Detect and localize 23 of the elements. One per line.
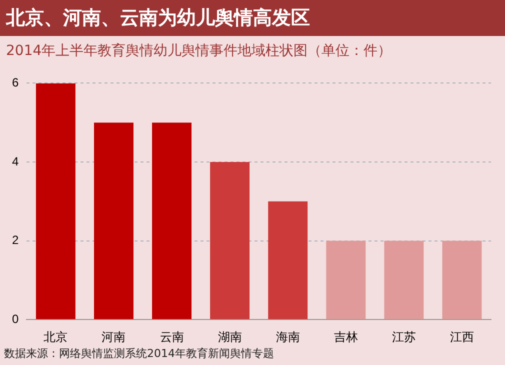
bar (384, 240, 424, 320)
bar (94, 122, 134, 320)
x-tick-label: 江苏 (392, 330, 416, 344)
bar (442, 240, 482, 320)
y-tick-label: 0 (12, 312, 19, 326)
bar (36, 83, 76, 320)
x-tick-label: 湖南 (218, 330, 242, 344)
chart-title: 北京、河南、云南为幼儿舆情高发区 (0, 0, 505, 36)
source-note: 数据来源：网络舆情监测系统2014年教育新闻舆情专题 (3, 346, 274, 361)
x-tick-label: 江西 (450, 330, 474, 344)
y-tick-label: 4 (12, 154, 19, 168)
y-tick-label: 2 (12, 233, 19, 248)
bar (152, 122, 192, 320)
x-tick-label: 海南 (276, 330, 300, 344)
x-tick-label: 河南 (102, 330, 126, 344)
bar (326, 240, 366, 320)
chart-subtitle: 2014年上半年教育舆情幼儿舆情事件地域柱状图（单位：件） (5, 42, 393, 61)
x-tick-label: 云南 (160, 330, 184, 344)
bar (268, 201, 308, 320)
x-tick-label: 北京 (44, 330, 68, 344)
bar (210, 162, 250, 320)
x-tick-label: 吉林 (334, 330, 358, 344)
y-tick-label: 6 (12, 76, 19, 90)
